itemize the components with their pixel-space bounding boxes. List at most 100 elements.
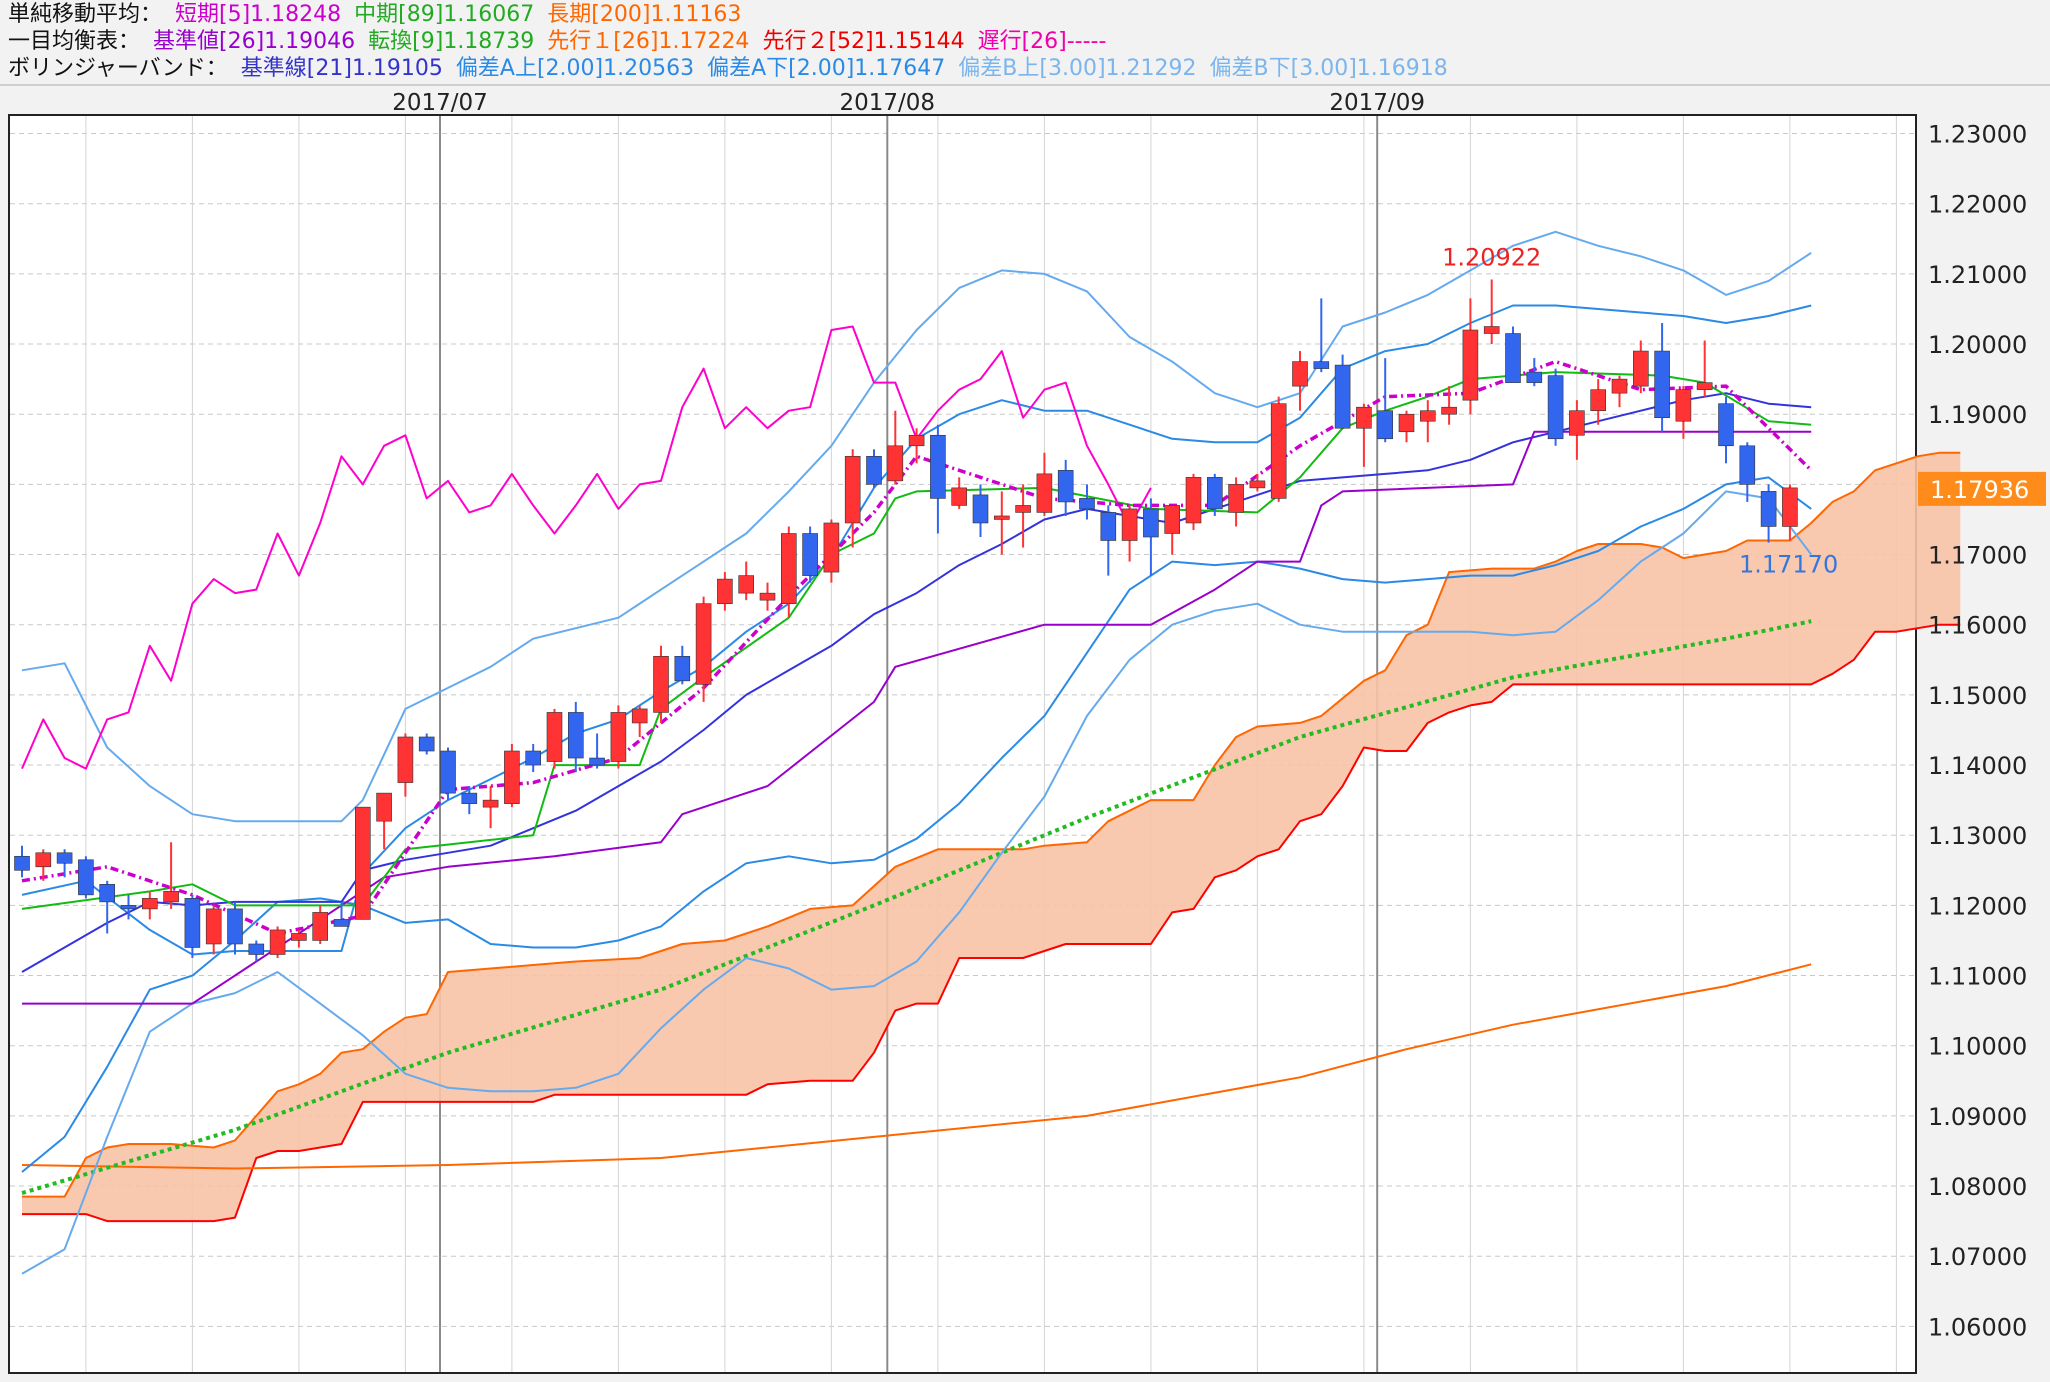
legend-bollinger-a-up: 偏差A上[2.00]1.20563: [455, 56, 695, 81]
candle-body-36: [780, 533, 797, 604]
candle-49: [1057, 459, 1074, 516]
legend-ichimoku-title: 一目均衡表：: [8, 29, 141, 54]
candle-19: [418, 733, 435, 755]
candle-73: [1569, 400, 1585, 460]
legend-ichimoku-conv: 転換[9]1.18739: [368, 29, 535, 54]
candle-56: [1207, 473, 1223, 516]
candle-body-25: [546, 712, 563, 762]
candle-body-47: [1015, 505, 1031, 513]
candle-57: [1228, 477, 1244, 527]
candle-body-26: [567, 712, 584, 759]
candle-body-80: [1718, 403, 1734, 447]
candle-81: [1739, 442, 1756, 502]
candle-body-34: [738, 575, 755, 594]
candle-9: [205, 905, 222, 955]
candle-body-62: [1334, 364, 1351, 429]
candle-body-10: [227, 908, 243, 945]
y-tick-label-9: 1.14000: [1928, 752, 2027, 780]
legend-ichimoku-base: 基準値[26]1.19046: [153, 29, 356, 54]
candle-body-68: [1462, 329, 1479, 401]
candle-4: [99, 880, 115, 934]
y-tick-label-17: 1.06000: [1928, 1313, 2027, 1341]
candle-body-52: [1121, 508, 1138, 541]
candle-body-18: [397, 736, 414, 783]
candle-50: [1079, 484, 1095, 520]
candle-26: [567, 701, 584, 773]
candle-13: [291, 929, 307, 948]
candle-35: [759, 582, 776, 611]
candle-25: [546, 708, 563, 769]
candle-5: [120, 894, 137, 920]
candle-47: [1015, 484, 1031, 548]
candle-29: [631, 705, 648, 737]
candle-55: [1185, 473, 1202, 530]
candle-77: [1654, 322, 1670, 432]
candle-12: [269, 926, 286, 959]
legend-bollinger-b-dn: 偏差B下[3.00]1.16918: [1209, 56, 1448, 81]
candle-body-22: [482, 799, 499, 808]
current-price-label: 1.17936: [1930, 476, 2029, 504]
candle-74: [1590, 379, 1606, 425]
candle-78: [1675, 386, 1692, 439]
legend-sma-mid: 中期[89]1.16067: [354, 2, 535, 27]
candle-54: [1164, 505, 1180, 555]
candle-body-60: [1292, 361, 1308, 387]
y-tick-label-15: 1.08000: [1928, 1173, 2027, 1201]
candle-body-69: [1483, 326, 1500, 334]
candle-body-44: [951, 487, 968, 506]
candle-body-78: [1675, 389, 1692, 422]
legend-ichimoku-spanA: 先行１[26]1.17224: [547, 29, 750, 54]
legend-ichimoku-lag: 遅行[26]-----: [977, 29, 1107, 54]
legend-sma-title: 単純移動平均：: [8, 2, 163, 27]
grid: [10, 116, 1914, 1372]
candle-24: [525, 744, 542, 773]
candle-21: [461, 786, 478, 815]
candle-18: [397, 733, 414, 797]
y-tick-label-8: 1.15000: [1928, 682, 2027, 710]
candle-82: [1760, 484, 1777, 543]
candle-52: [1121, 505, 1138, 562]
candle-body-5: [120, 905, 137, 910]
candle-body-77: [1654, 350, 1670, 419]
candle-body-50: [1079, 498, 1095, 510]
candle-body-56: [1207, 477, 1223, 510]
x-axis: 2017/07 2017/08 2017/09: [392, 90, 1425, 116]
candle-body-46: [993, 515, 1010, 520]
candle-1: [35, 849, 52, 881]
candle-17: [376, 792, 392, 850]
candle-body-35: [759, 592, 776, 601]
candle-8: [184, 894, 201, 959]
candle-body-27: [589, 757, 605, 766]
candle-body-82: [1760, 491, 1777, 527]
tenkan-conversion-line: [21, 371, 1812, 910]
candle-body-9: [205, 908, 222, 945]
candle-67: [1441, 386, 1457, 425]
candle-10: [227, 901, 243, 955]
candle-79: [1696, 340, 1713, 397]
ichimoku-cloud: [22, 452, 1961, 1222]
candle-44: [951, 477, 968, 509]
candle-14: [312, 905, 329, 944]
candle-0: [14, 845, 30, 878]
candle-body-31: [674, 655, 691, 682]
candle-body-61: [1313, 361, 1330, 369]
bollinger-a-lower-line: [21, 476, 1812, 1173]
candle-11: [248, 940, 265, 962]
candle-72: [1547, 368, 1564, 446]
legend-bollinger-a-dn: 偏差A下[2.00]1.17647: [707, 56, 946, 81]
legend-sma-short: 短期[5]1.18248: [175, 2, 342, 27]
candle-60: [1292, 351, 1308, 411]
candle-body-12: [269, 929, 286, 955]
candle-body-74: [1590, 389, 1606, 412]
candle-33: [717, 572, 733, 611]
candle-body-42: [908, 434, 925, 447]
candle-body-49: [1057, 470, 1074, 503]
candle-61: [1313, 298, 1330, 373]
y-axis: 1.230001.220001.210001.200001.190001.180…: [1918, 121, 2046, 1341]
candle-63: [1356, 403, 1372, 467]
candle-body-24: [525, 750, 542, 766]
candle-42: [908, 428, 925, 464]
y-tick-label-10: 1.13000: [1928, 822, 2027, 850]
candle-body-81: [1739, 445, 1756, 485]
